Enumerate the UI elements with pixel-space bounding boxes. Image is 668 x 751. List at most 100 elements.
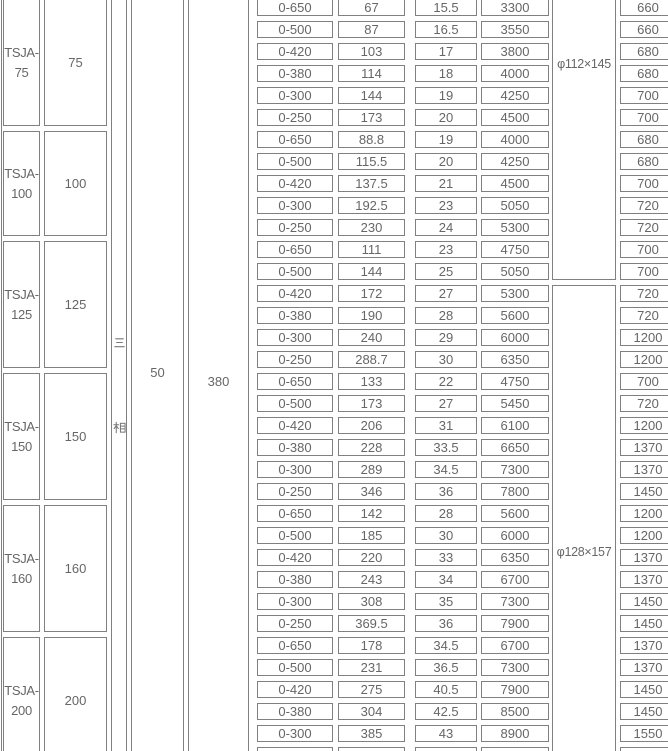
table-cell: 289 (338, 461, 405, 478)
table-cell: 4500 (481, 175, 549, 192)
table-cell: 33 (415, 549, 477, 566)
table-cell: 42.5 (415, 703, 477, 720)
table-cell: 67 (338, 0, 405, 16)
output-range-cell: 0-300 (257, 197, 333, 214)
table-cell: 275 (338, 681, 405, 698)
table-cell: 1200 (620, 417, 668, 434)
capacity-cell: 100 (44, 131, 107, 236)
table-cell: 1200 (620, 505, 668, 522)
table-cell: 43 (415, 725, 477, 742)
table-cell: 1450 (620, 615, 668, 632)
table-cell (620, 747, 668, 751)
table-cell: 720 (620, 219, 668, 236)
table-cell: 30 (415, 351, 477, 368)
table-cell: 720 (620, 285, 668, 302)
table-cell: 5050 (481, 197, 549, 214)
output-range-cell: 0-300 (257, 593, 333, 610)
table-cell: 18 (415, 65, 477, 82)
table-cell: 1370 (620, 659, 668, 676)
table-cell: 20 (415, 153, 477, 170)
table-cell: 19 (415, 131, 477, 148)
table-cell: 22 (415, 373, 477, 390)
table-cell: 5300 (481, 285, 549, 302)
table-cell: 5450 (481, 395, 549, 412)
output-range-cell: 0-250 (257, 109, 333, 126)
capacity-cell: 200 (44, 637, 107, 751)
table-cell: 142 (338, 505, 405, 522)
output-range-cell: 0-250 (257, 615, 333, 632)
table-cell: 21 (415, 175, 477, 192)
output-range-cell: 0-650 (257, 637, 333, 654)
table-cell: 3300 (481, 0, 549, 16)
table-cell: 1370 (620, 571, 668, 588)
table-cell: 660 (620, 0, 668, 16)
table-cell: 192.5 (338, 197, 405, 214)
table-cell: 3800 (481, 43, 549, 60)
table-cell: 173 (338, 395, 405, 412)
output-range-cell: 0-650 (257, 131, 333, 148)
table-cell: 1450 (620, 681, 668, 698)
output-range-cell: 0-300 (257, 461, 333, 478)
table-cell: 700 (620, 373, 668, 390)
table-cell: 6350 (481, 351, 549, 368)
table-cell: 700 (620, 175, 668, 192)
table-cell: 6000 (481, 329, 549, 346)
table-cell: 31 (415, 417, 477, 434)
table-cell: 88.8 (338, 131, 405, 148)
table-cell: 369.5 (338, 615, 405, 632)
table-cell: 308 (338, 593, 405, 610)
table-cell: 1200 (620, 527, 668, 544)
table-cell: 6700 (481, 637, 549, 654)
output-range-cell: 0-650 (257, 373, 333, 390)
table-cell: 23 (415, 241, 477, 258)
table-cell: 6650 (481, 439, 549, 456)
table-cell: 1200 (620, 351, 668, 368)
table-cell: 28 (415, 307, 477, 324)
table-cell: 185 (338, 527, 405, 544)
frequency-cell: 50 (131, 0, 184, 751)
table-cell: 4500 (481, 109, 549, 126)
output-range-cell: 0-250 (257, 483, 333, 500)
table-cell: 4250 (481, 153, 549, 170)
table-cell: 1550 (620, 725, 668, 742)
output-range-cell: 0-380 (257, 307, 333, 324)
table-cell: 34.5 (415, 461, 477, 478)
table-cell: 40.5 (415, 681, 477, 698)
capacity-cell: 150 (44, 373, 107, 500)
model-cell: TSJA-160 (3, 505, 40, 632)
table-cell: 173 (338, 109, 405, 126)
table-cell: 1200 (620, 329, 668, 346)
table-cell: 346 (338, 483, 405, 500)
output-range-cell: 0-500 (257, 21, 333, 38)
output-range-cell: 0-420 (257, 549, 333, 566)
input-voltage-cell: 380 (188, 0, 249, 751)
table-cell: 144 (338, 87, 405, 104)
table-cell: 1370 (620, 637, 668, 654)
table-cell: 1370 (620, 549, 668, 566)
table-cell: 103 (338, 43, 405, 60)
output-range-cell: 0-380 (257, 703, 333, 720)
dimension-group-cell-1: φ112×145 (552, 0, 616, 280)
table-cell: 8500 (481, 703, 549, 720)
table-cell: 220 (338, 549, 405, 566)
table-cell: 7900 (481, 681, 549, 698)
table-cell: 36 (415, 615, 477, 632)
phase-cell (111, 0, 127, 751)
table-cell: 5600 (481, 307, 549, 324)
output-range-cell: 0-250 (257, 351, 333, 368)
table-cell: 6350 (481, 549, 549, 566)
table-cell: 4250 (481, 87, 549, 104)
table-cell: 1450 (620, 703, 668, 720)
table-cell: 172 (338, 285, 405, 302)
table-cell: 34.5 (415, 637, 477, 654)
table-cell: 36 (415, 483, 477, 500)
output-range-cell: 0-250 (257, 219, 333, 236)
table-cell: 4000 (481, 65, 549, 82)
table-cell (338, 747, 405, 751)
table-cell: 720 (620, 307, 668, 324)
table-cell: 137.5 (338, 175, 405, 192)
output-range-cell: 0-420 (257, 43, 333, 60)
output-range-cell: 0-500 (257, 659, 333, 676)
table-cell: 4750 (481, 241, 549, 258)
